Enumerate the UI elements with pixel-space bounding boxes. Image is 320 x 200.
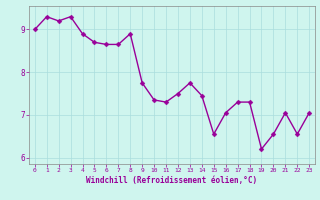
X-axis label: Windchill (Refroidissement éolien,°C): Windchill (Refroidissement éolien,°C) xyxy=(86,176,258,185)
